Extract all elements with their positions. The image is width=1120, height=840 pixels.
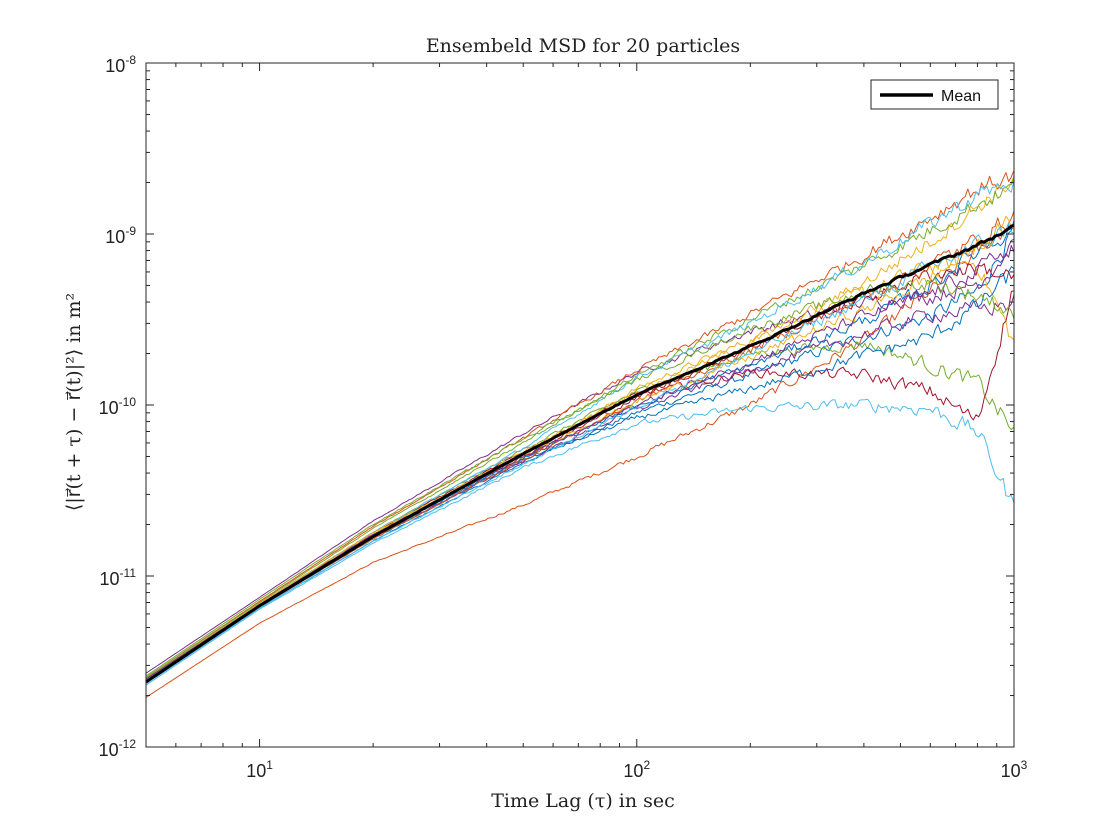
particle-line-17: [145, 215, 1015, 680]
particle-line-19: [145, 277, 1015, 677]
legend: Mean: [870, 79, 999, 110]
particle-line-9: [145, 170, 1015, 678]
x-tick-label: 102: [623, 758, 650, 781]
particle-line-4: [145, 245, 1015, 674]
x-axis-label: Time Lag (τ) in sec: [491, 790, 675, 812]
y-tick-label: 10-10: [99, 395, 137, 418]
x-tick-label: 101: [246, 758, 273, 781]
x-tick-label: 103: [1001, 758, 1028, 781]
chart-title: Ensembeld MSD for 20 particles: [426, 35, 740, 57]
particle-line-12: [145, 177, 1015, 678]
x-tick-labels: 101 102 103: [246, 758, 1027, 781]
plot-area: [145, 62, 1015, 748]
y-tick-label: 10-8: [105, 53, 136, 76]
axes-background: [146, 63, 1014, 747]
particle-line-6: [145, 398, 1015, 686]
y-tick-label: 10-9: [105, 224, 136, 247]
legend-label-mean: Mean: [941, 88, 981, 105]
mean-line: [145, 223, 1015, 684]
axes-box: [145, 62, 1015, 748]
y-tick-labels: 10-12 10-11 10-10 10-9 10-8: [99, 53, 137, 760]
y-tick-label: 10-12: [99, 737, 137, 760]
series-layer: [145, 170, 1015, 698]
y-tick-label: 10-11: [100, 566, 137, 589]
y-axis-label: ⟨|r⃗(t + τ) − r⃗(t)|²⟩ in m²: [63, 293, 85, 511]
ticks-layer: [145, 62, 1015, 748]
particle-line-20: [145, 222, 1015, 684]
